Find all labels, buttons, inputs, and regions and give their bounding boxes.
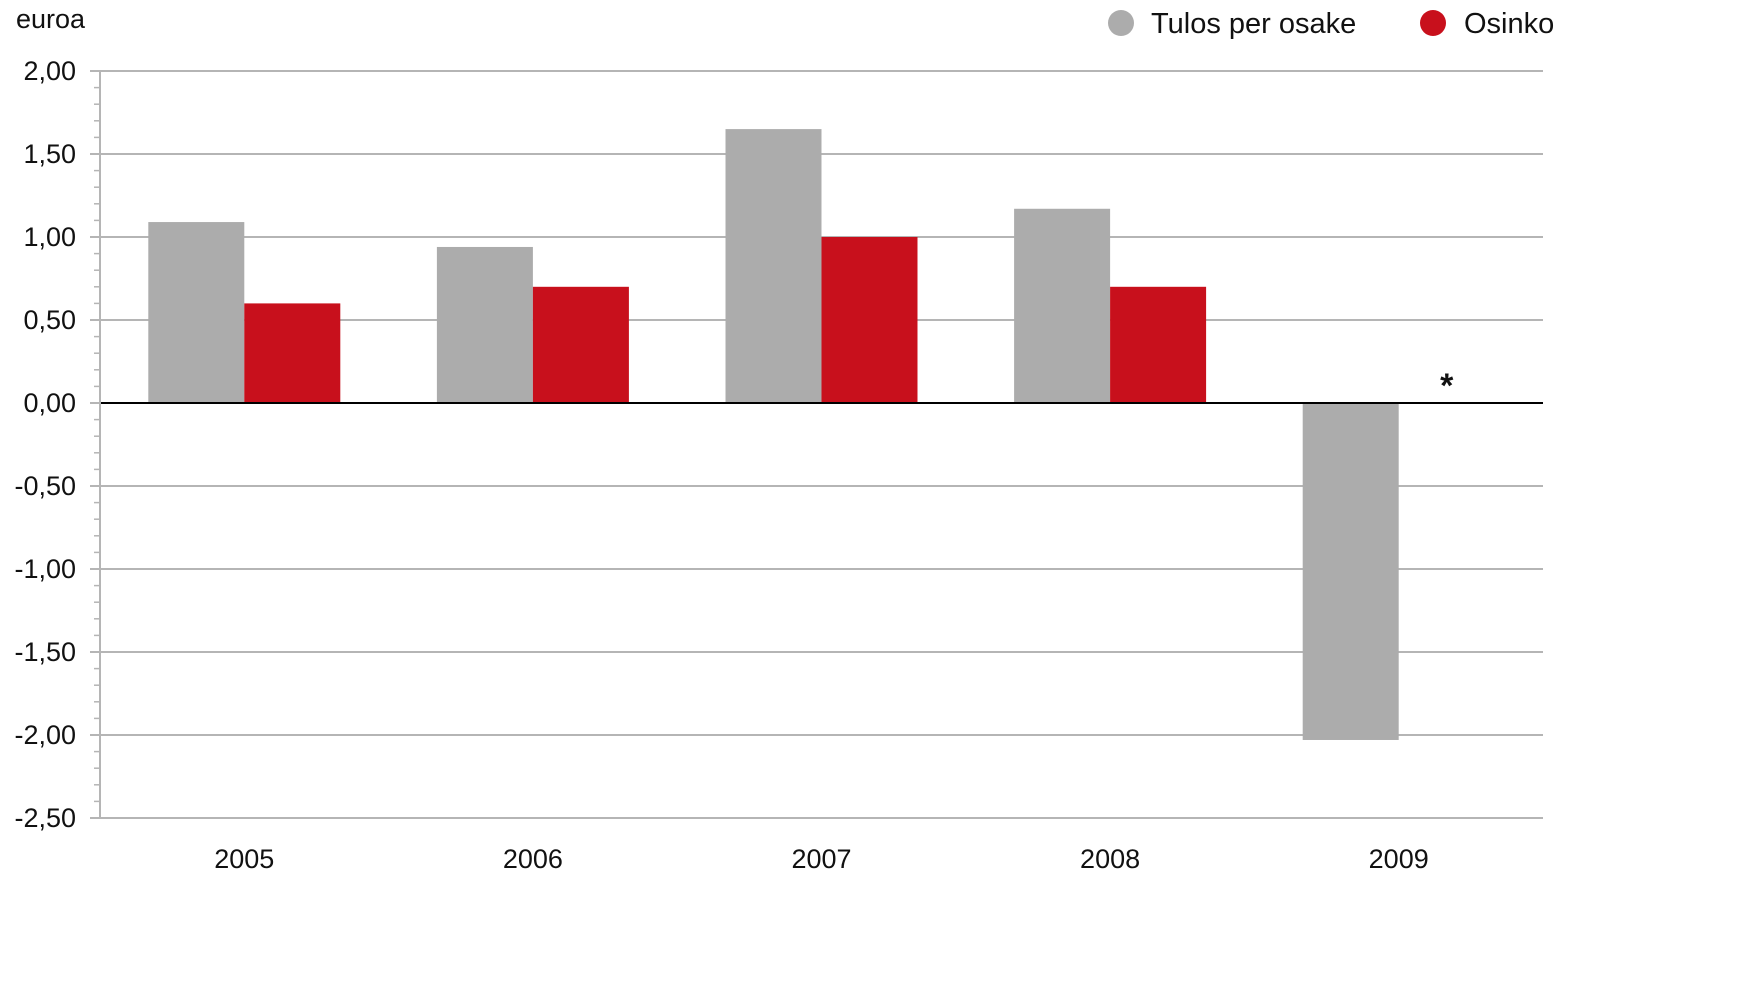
x-tick-label: 2009: [1369, 844, 1429, 874]
bar-osinko-2006: [532, 286, 629, 403]
legend-item: Tulos per osake: [1108, 8, 1356, 40]
bar-osinko-2008: [1110, 286, 1207, 403]
bar-annotation-asterisk: *: [1440, 367, 1454, 405]
legend-swatch: [1420, 10, 1446, 36]
y-tick-label: -1,50: [14, 637, 76, 667]
y-tick-label: 1,00: [23, 222, 76, 252]
x-tick-label: 2006: [503, 844, 563, 874]
bar-tulos-per-osake-2007: [725, 129, 822, 403]
bar-tulos-per-osake-2008: [1014, 208, 1111, 403]
y-tick-label: 0,50: [23, 305, 76, 335]
y-tick-label: -1,00: [14, 554, 76, 584]
y-axis-tick-labels: 2,00 1,50 1,00 0,50 0,00 -0,50 -1,00 -1,50 -2,00…: [14, 56, 76, 833]
bar-tulos-per-osake-2006: [436, 246, 533, 403]
y-tick-label: 0,00: [23, 388, 76, 418]
bar-tulos-per-osake-2009: [1302, 403, 1399, 740]
legend-label: Tulos per osake: [1151, 8, 1356, 40]
y-tick-label: -2,50: [14, 803, 76, 833]
y-axis-unit-label: euroa: [16, 4, 86, 34]
bar-tulos-per-osake-2005: [148, 222, 245, 403]
bar-osinko-2005: [244, 303, 341, 403]
y-tick-label: -2,00: [14, 720, 76, 750]
x-axis-tick-labels: 2005 2006 2007 2008 2009: [214, 844, 1428, 874]
legend-label: Osinko: [1464, 8, 1554, 40]
bar-osinko-2007: [821, 237, 918, 403]
x-tick-label: 2007: [791, 844, 851, 874]
legend-item: Osinko: [1420, 8, 1554, 40]
y-tick-label: 1,50: [23, 139, 76, 169]
y-tick-label: 2,00: [23, 56, 76, 86]
legend: Tulos per osake Osinko: [1108, 8, 1554, 40]
x-tick-label: 2005: [214, 844, 274, 874]
y-tick-label: -0,50: [14, 471, 76, 501]
x-tick-label: 2008: [1080, 844, 1140, 874]
bars: [148, 129, 1399, 740]
legend-swatch: [1108, 10, 1134, 36]
